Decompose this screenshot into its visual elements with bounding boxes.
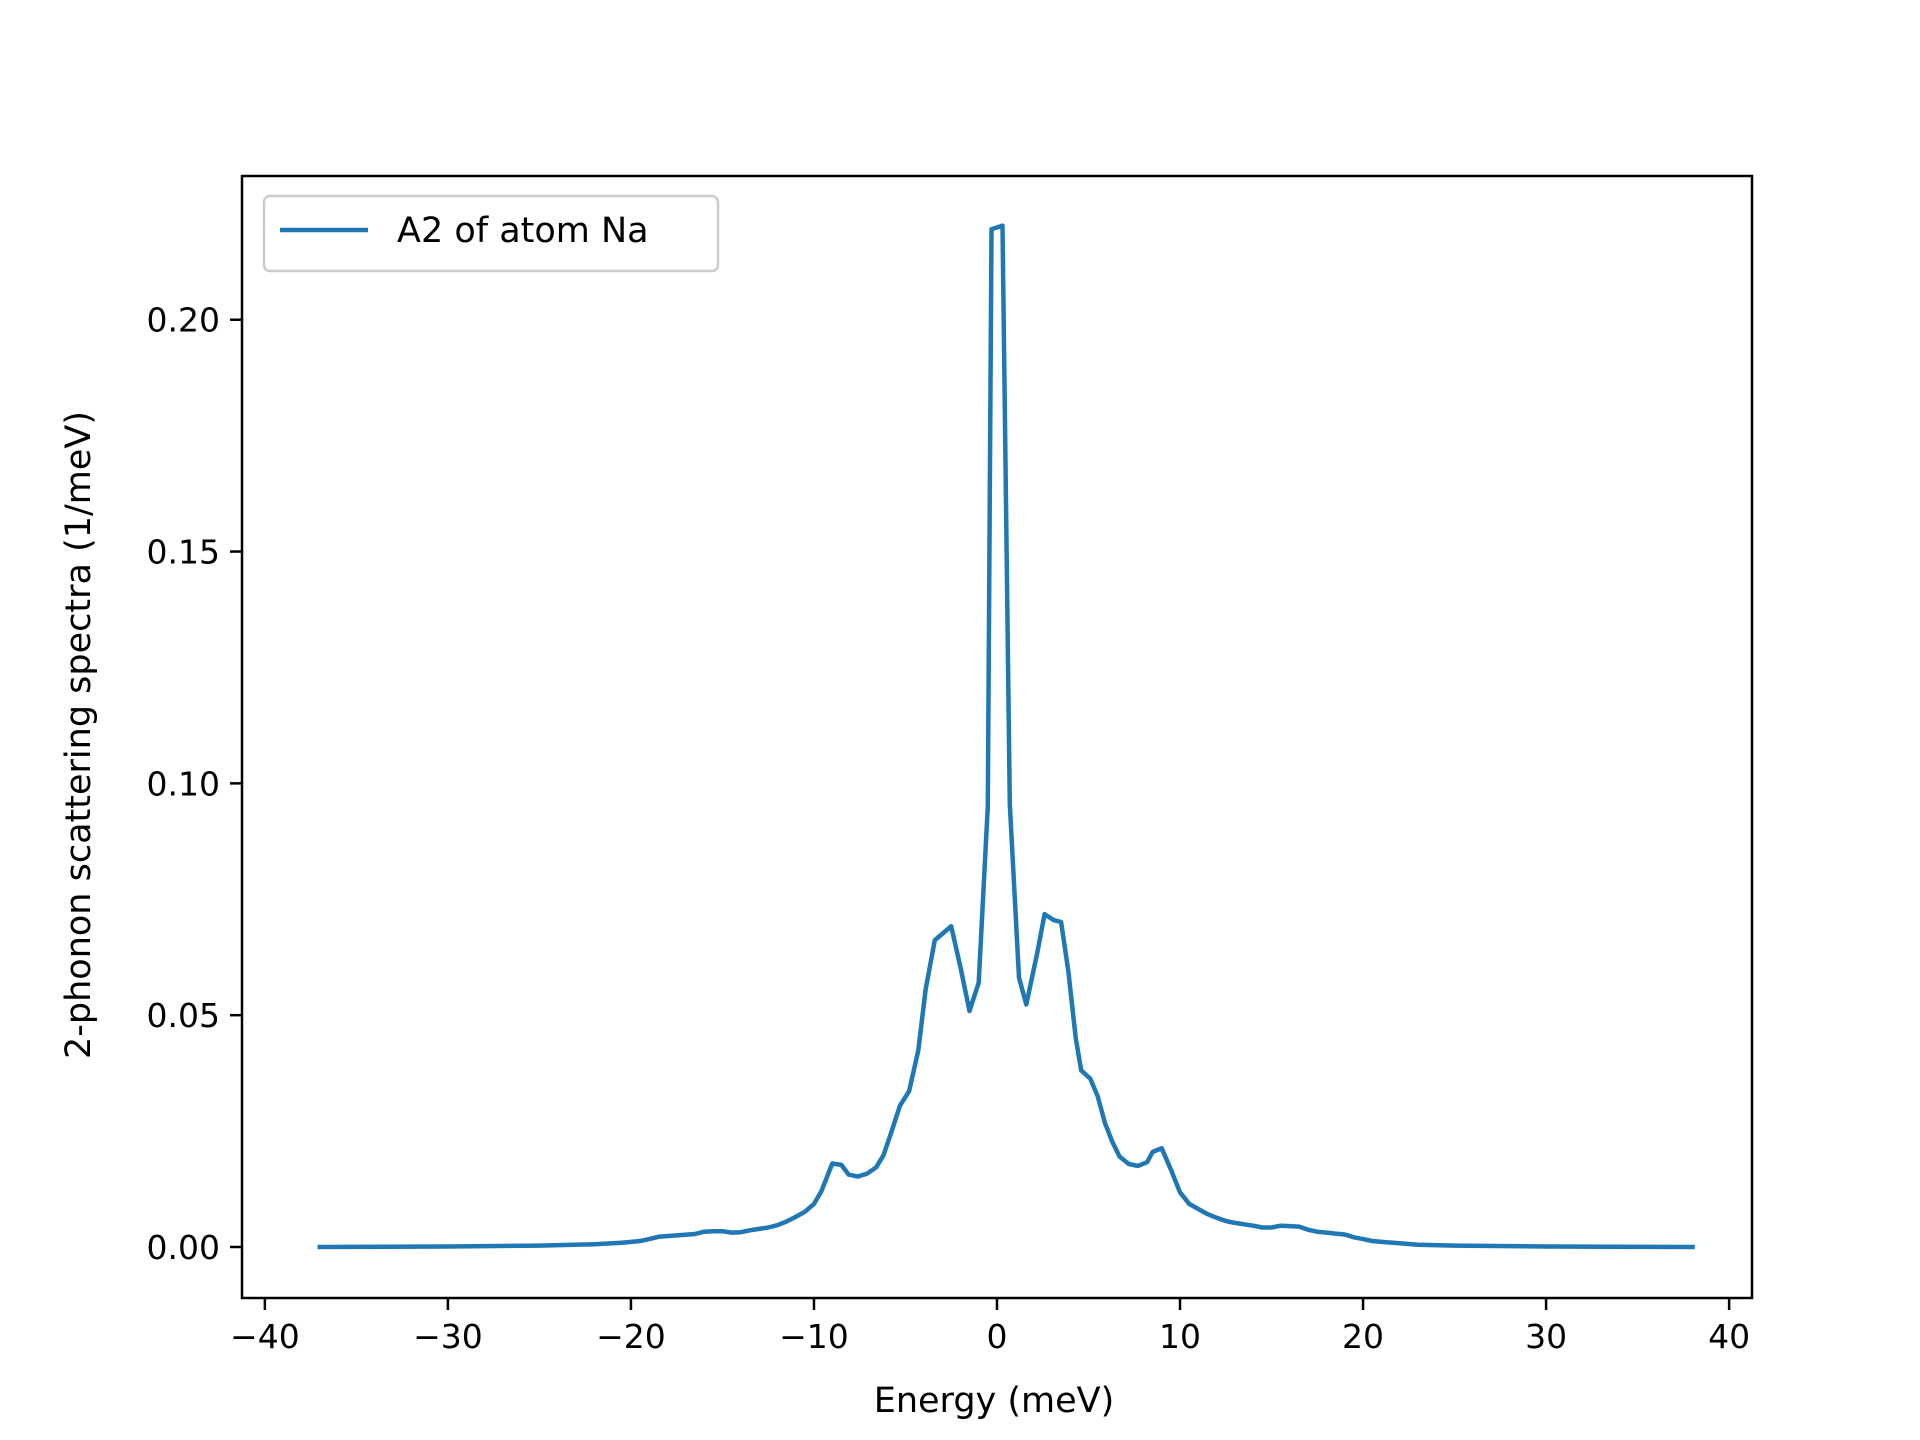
y-tick-label: 0.20 xyxy=(147,301,220,340)
x-axis: −40 −30 −20 −10 0 10 20 30 40 xyxy=(230,1298,1750,1356)
x-tick-label: −10 xyxy=(779,1317,849,1356)
x-tick-label: 10 xyxy=(1159,1317,1201,1356)
x-tick-label: −20 xyxy=(596,1317,666,1356)
y-tick-label: 0.10 xyxy=(147,764,220,803)
y-tick-label: 0.00 xyxy=(147,1228,220,1267)
x-tick-label: 30 xyxy=(1525,1317,1567,1356)
x-axis-label: Energy (meV) xyxy=(874,1381,1115,1421)
x-tick-label: −30 xyxy=(413,1317,483,1356)
x-tick-label: −40 xyxy=(230,1317,300,1356)
legend: A2 of atom Na xyxy=(262,194,720,273)
y-tick-label: 0.15 xyxy=(147,533,220,572)
legend-entry-label: A2 of atom Na xyxy=(397,211,649,251)
x-tick-label: 0 xyxy=(987,1317,1008,1356)
y-tick-label: 0.05 xyxy=(147,996,220,1035)
legend-box xyxy=(262,194,720,273)
y-axis-label: 2-phonon scattering spectra (1/meV) xyxy=(59,411,99,1059)
y-axis: 0.00 0.05 0.10 0.15 0.20 xyxy=(147,301,242,1267)
x-tick-label: 20 xyxy=(1342,1317,1384,1356)
series-line-0 xyxy=(317,223,1695,1250)
x-tick-label: 40 xyxy=(1708,1317,1750,1356)
